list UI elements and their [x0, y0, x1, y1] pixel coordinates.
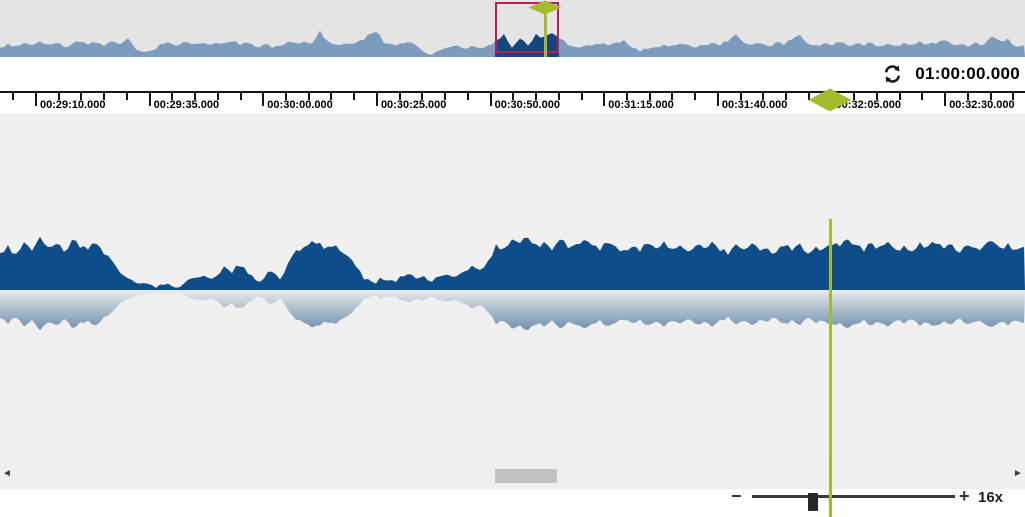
ruler-minor-tick	[876, 93, 878, 100]
overview-waveform[interactable]	[0, 0, 1025, 57]
main-waveform[interactable]	[0, 113, 1025, 517]
zoom-out-button[interactable]: −	[731, 486, 742, 506]
ruler-major-tick	[148, 93, 151, 106]
zoom-in-button[interactable]: +	[959, 486, 970, 506]
ruler-tick-label: 00:31:40.000	[721, 99, 788, 111]
ruler-minor-tick	[125, 93, 128, 100]
ruler-minor-tick	[648, 93, 651, 100]
ruler-tick-label: 00:30:50.000	[494, 99, 561, 111]
ruler-tick-label: 00:31:15.000	[608, 99, 674, 111]
ruler-tick-label: 00:29:35.000	[153, 99, 220, 111]
ruler-minor-tick	[194, 93, 197, 100]
zoom-slider-track[interactable]	[752, 493, 955, 511]
ruler-minor-tick	[239, 93, 242, 100]
ruler-tick-label: 00:32:05.000	[835, 99, 901, 111]
overview-playhead-marker-icon[interactable]	[528, 0, 562, 15]
current-time-display: 01:00:00.000	[915, 64, 1020, 83]
ruler-minor-tick	[785, 93, 788, 100]
refresh-icon[interactable]	[883, 65, 902, 83]
zoom-level-label: 16x	[978, 489, 1004, 506]
ruler-minor-tick	[739, 93, 742, 100]
time-ruler[interactable]: 00:29:10.000 00:29:35.000 00:30:00.000 00:3…	[0, 91, 1025, 113]
ruler-tick-label: 00:32:30.000	[949, 99, 1015, 111]
ruler-minor-tick	[103, 93, 106, 100]
ruler-minor-tick	[807, 93, 810, 100]
ruler-minor-tick	[853, 93, 856, 100]
ruler-minor-tick	[80, 93, 83, 100]
ruler-minor-tick	[671, 93, 674, 100]
ruler-minor-tick	[421, 93, 424, 100]
ruler-major-tick	[375, 93, 378, 106]
scrollbar-thumb[interactable]	[495, 469, 557, 483]
ruler-minor-tick	[694, 93, 697, 100]
ruler-minor-tick	[171, 93, 174, 100]
scroll-right-icon[interactable]: ►	[1013, 468, 1023, 479]
ruler-minor-tick	[557, 93, 560, 100]
horizontal-scrollbar[interactable]: ◄ ►	[0, 460, 1025, 489]
transport-bar: 01:00:00.000	[0, 57, 1025, 91]
ruler-minor-tick	[625, 93, 628, 100]
main-playhead-line[interactable]	[829, 219, 832, 517]
ruler-minor-tick	[466, 93, 469, 100]
ruler-minor-tick	[57, 93, 60, 100]
ruler-minor-tick	[921, 93, 924, 100]
scroll-left-icon[interactable]: ◄	[2, 468, 12, 479]
overview-playhead-line[interactable]	[544, 6, 547, 57]
ruler-minor-tick	[898, 93, 901, 100]
ruler-minor-tick	[398, 93, 401, 100]
ruler-major-tick	[35, 93, 37, 106]
ruler-major-tick	[716, 93, 719, 106]
ruler-minor-tick	[966, 93, 969, 100]
ruler-minor-tick	[512, 93, 515, 100]
bottom-bar: − + 16x	[0, 486, 1025, 517]
ruler-major-tick	[944, 93, 947, 106]
ruler-major-tick	[489, 93, 492, 106]
ruler-minor-tick	[216, 93, 219, 100]
ruler-major-tick	[262, 93, 265, 106]
ruler-minor-tick	[353, 93, 356, 100]
ruler-minor-tick	[12, 93, 15, 100]
zoom-slider-thumb[interactable]	[808, 493, 818, 511]
ruler-minor-tick	[307, 93, 310, 100]
ruler-minor-tick	[444, 93, 447, 100]
ruler-major-tick	[603, 93, 606, 106]
ruler-minor-tick	[580, 93, 583, 100]
ruler-minor-tick	[989, 93, 992, 100]
ruler-tick-label: 00:29:10.000	[40, 99, 106, 111]
ruler-tick-label: 00:30:25.000	[380, 99, 447, 111]
ruler-minor-tick	[285, 93, 288, 100]
ruler-minor-tick	[330, 93, 333, 100]
ruler-minor-tick	[1012, 93, 1015, 100]
ruler-tick-label: 00:30:00.000	[267, 99, 333, 111]
ruler-minor-tick	[762, 93, 765, 100]
main-playhead-marker-icon[interactable]	[808, 88, 852, 112]
overview-selection-rect[interactable]	[495, 2, 559, 53]
ruler-minor-tick	[535, 93, 538, 100]
